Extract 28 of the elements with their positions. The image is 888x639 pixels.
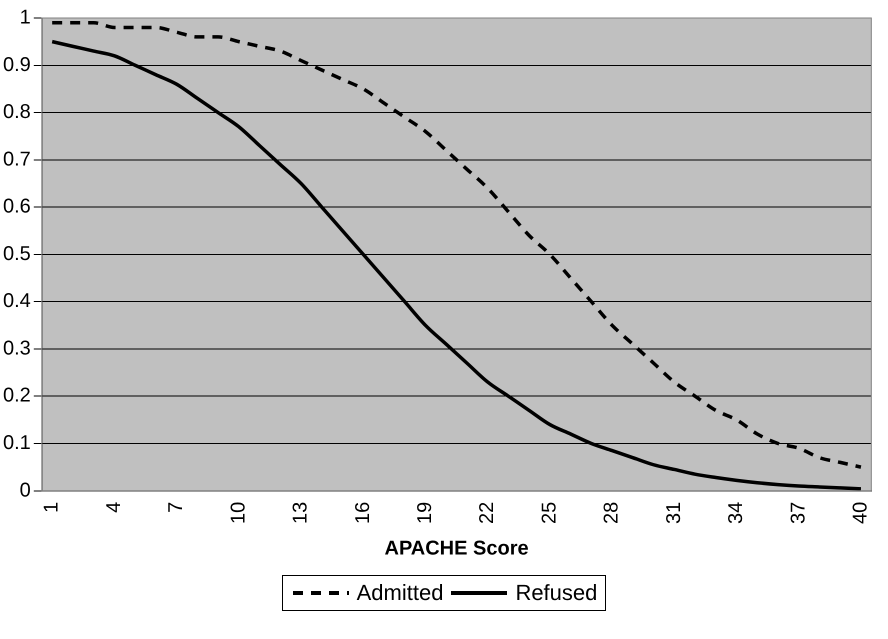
x-tick-label: 4: [102, 502, 125, 513]
x-tick-label: 1: [40, 502, 63, 513]
x-tick-label: 34: [725, 502, 748, 524]
x-tick-label: 28: [600, 502, 623, 524]
y-tick-label: 0.2: [2, 384, 31, 407]
x-tick-label: 19: [414, 502, 436, 524]
y-tick-label: 0: [20, 479, 31, 502]
x-tick-label: 22: [476, 502, 498, 524]
y-tick-label: 0.7: [2, 148, 31, 170]
x-tick-label: 31: [662, 502, 685, 524]
x-tick-label: 37: [787, 502, 810, 524]
y-tick-label: 1: [20, 6, 31, 29]
legend-label: Admitted: [356, 580, 444, 606]
y-tick-label: 0.1: [2, 432, 31, 454]
x-axis-title: APACHE Score: [384, 538, 529, 560]
x-tick-label: 10: [227, 502, 250, 524]
legend-label: Refused: [515, 580, 598, 606]
x-tick-label: 13: [290, 502, 312, 524]
y-tick-label: 0.9: [2, 54, 31, 76]
x-tick-label: 7: [165, 502, 188, 513]
y-tick-label: 0.8: [2, 101, 31, 124]
y-tick-label: 0.3: [2, 337, 31, 360]
y-tick-label: 0.5: [2, 242, 31, 265]
x-tick-label: 40: [849, 502, 872, 524]
x-tick-label: 25: [538, 502, 560, 524]
y-tick-label: 0.4: [2, 290, 31, 312]
y-tick-label: 0.6: [2, 196, 31, 218]
x-tick-label: 16: [352, 502, 374, 524]
